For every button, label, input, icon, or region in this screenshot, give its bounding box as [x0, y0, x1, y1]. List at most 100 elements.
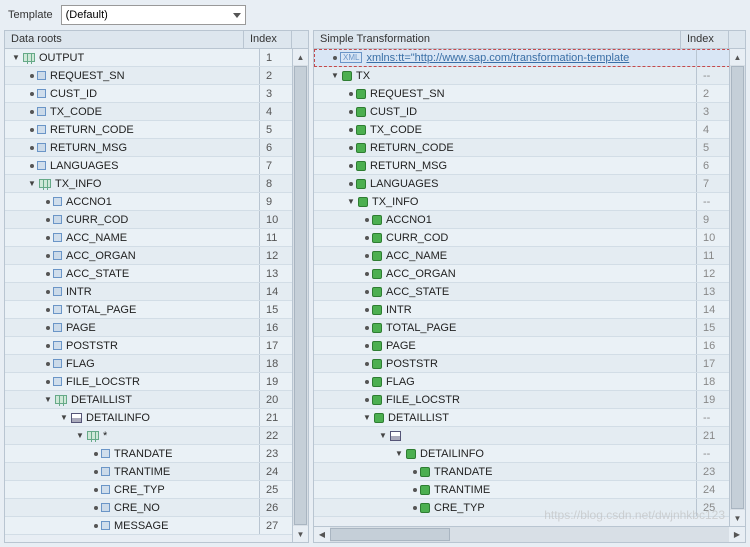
bullet-icon: [46, 380, 50, 384]
tree-row[interactable]: MESSAGE27: [5, 517, 308, 535]
left-header-name[interactable]: Data roots: [5, 31, 244, 48]
node-label: ACC_ORGAN: [386, 268, 456, 280]
toggle-icon[interactable]: ▼: [75, 431, 85, 441]
scroll-down-icon[interactable]: ▼: [293, 526, 308, 542]
tree-row[interactable]: RETURN_MSG6: [314, 157, 745, 175]
tree-row[interactable]: RETURN_MSG6: [5, 139, 308, 157]
left-header-index[interactable]: Index: [244, 31, 292, 48]
template-value: (Default): [66, 9, 108, 21]
toggle-icon[interactable]: ▼: [362, 413, 372, 423]
right-hscroll[interactable]: ◀ ▶: [314, 526, 745, 542]
tree-row[interactable]: FLAG18: [314, 373, 745, 391]
tree-row[interactable]: ▼DETAILINFO--: [314, 445, 745, 463]
tree-row[interactable]: TX_CODE4: [314, 121, 745, 139]
tree-row[interactable]: ▼TX_INFO8: [5, 175, 308, 193]
tree-row[interactable]: REQUEST_SN2: [314, 85, 745, 103]
tree-row[interactable]: CUST_ID3: [314, 103, 745, 121]
tree-row[interactable]: ▼DETAILLIST20: [5, 391, 308, 409]
scroll-thumb[interactable]: [731, 66, 744, 509]
table-icon: [71, 413, 82, 423]
tree-row[interactable]: ACCNO19: [314, 211, 745, 229]
right-header-name[interactable]: Simple Transformation: [314, 31, 681, 48]
right-vscroll[interactable]: ▲ ▼: [729, 49, 745, 526]
tree-row[interactable]: RETURN_CODE5: [314, 139, 745, 157]
template-select[interactable]: (Default): [61, 5, 246, 25]
tree-row[interactable]: ▼TX_INFO--: [314, 193, 745, 211]
node-label: FILE_LOCSTR: [386, 394, 460, 406]
bullet-icon: [365, 308, 369, 312]
bullet-icon: [413, 488, 417, 492]
tree-row[interactable]: TRANTIME24: [5, 463, 308, 481]
toggle-icon[interactable]: ▼: [11, 53, 21, 63]
tree-row[interactable]: TRANTIME24: [314, 481, 745, 499]
left-vscroll[interactable]: ▲ ▼: [292, 49, 308, 542]
tree-row[interactable]: FILE_LOCSTR19: [314, 391, 745, 409]
right-panel: Simple Transformation Index XMLxmlns:tt=…: [313, 30, 746, 543]
tree-row[interactable]: CURR_COD10: [5, 211, 308, 229]
scroll-left-icon[interactable]: ◀: [314, 527, 330, 542]
tree-row[interactable]: POSTSTR17: [5, 337, 308, 355]
tree-row[interactable]: ACC_NAME11: [5, 229, 308, 247]
tree-row[interactable]: CUST_ID3: [5, 85, 308, 103]
bullet-icon: [30, 74, 34, 78]
tree-row[interactable]: CRE_TYP25: [314, 499, 745, 517]
tree-row[interactable]: RETURN_CODE5: [5, 121, 308, 139]
tree-row[interactable]: ▼OUTPUT1: [5, 49, 308, 67]
tree-row[interactable]: LANGUAGES7: [5, 157, 308, 175]
toggle-icon[interactable]: ▼: [59, 413, 69, 423]
tree-row[interactable]: ▼DETAILLIST--: [314, 409, 745, 427]
tree-row[interactable]: XMLxmlns:tt="http://www.sap.com/transfor…: [314, 49, 745, 67]
tree-row[interactable]: ACC_NAME11: [314, 247, 745, 265]
tree-row[interactable]: TRANDATE23: [314, 463, 745, 481]
tree-row[interactable]: ACC_STATE13: [314, 283, 745, 301]
toggle-icon[interactable]: ▼: [378, 431, 388, 441]
scroll-thumb[interactable]: [294, 66, 307, 525]
tree-row[interactable]: REQUEST_SN2: [5, 67, 308, 85]
scroll-up-icon[interactable]: ▲: [293, 49, 308, 65]
tree-row[interactable]: TOTAL_PAGE15: [314, 319, 745, 337]
tree-row[interactable]: INTR14: [314, 301, 745, 319]
tree-row[interactable]: POSTSTR17: [314, 355, 745, 373]
left-tree[interactable]: ▼OUTPUT1REQUEST_SN2CUST_ID3TX_CODE4RETUR…: [5, 49, 308, 542]
tree-row[interactable]: CRE_NO26: [5, 499, 308, 517]
tree-row[interactable]: INTR14: [5, 283, 308, 301]
tree-row[interactable]: ▼TX--: [314, 67, 745, 85]
tree-row[interactable]: TOTAL_PAGE15: [5, 301, 308, 319]
tree-row[interactable]: TRANDATE23: [5, 445, 308, 463]
tree-row[interactable]: LANGUAGES7: [314, 175, 745, 193]
tree-row[interactable]: FLAG18: [5, 355, 308, 373]
tree-row[interactable]: ACCNO19: [5, 193, 308, 211]
toolbar: Template (Default): [0, 0, 750, 30]
tree-row[interactable]: FILE_LOCSTR19: [5, 373, 308, 391]
template-label: Template: [8, 9, 53, 21]
toggle-icon[interactable]: ▼: [27, 179, 37, 189]
scroll-down-icon[interactable]: ▼: [730, 510, 745, 526]
tree-row[interactable]: PAGE16: [314, 337, 745, 355]
tree-row[interactable]: ▼21: [314, 427, 745, 445]
toggle-icon[interactable]: ▼: [346, 197, 356, 207]
bullet-icon: [94, 488, 98, 492]
node-label: TRANTIME: [114, 466, 170, 478]
tree-row[interactable]: ACC_ORGAN12: [314, 265, 745, 283]
tree-row[interactable]: ▼DETAILINFO21: [5, 409, 308, 427]
tree-row[interactable]: ▼*22: [5, 427, 308, 445]
tree-row[interactable]: TX_CODE4: [5, 103, 308, 121]
bullet-icon: [46, 290, 50, 294]
tree-row[interactable]: PAGE16: [5, 319, 308, 337]
tree-row[interactable]: ACC_ORGAN12: [5, 247, 308, 265]
right-tree[interactable]: XMLxmlns:tt="http://www.sap.com/transfor…: [314, 49, 745, 526]
toggle-icon[interactable]: ▼: [394, 449, 404, 459]
bullet-icon: [46, 326, 50, 330]
bullet-icon: [46, 272, 50, 276]
bullet-icon: [30, 110, 34, 114]
toggle-icon[interactable]: ▼: [330, 71, 340, 81]
scroll-up-icon[interactable]: ▲: [730, 49, 745, 65]
scroll-right-icon[interactable]: ▶: [729, 527, 745, 542]
tree-row[interactable]: CURR_COD10: [314, 229, 745, 247]
node-label: ACC_STATE: [66, 268, 129, 280]
tree-row[interactable]: ACC_STATE13: [5, 265, 308, 283]
hscroll-thumb[interactable]: [330, 528, 450, 541]
tree-row[interactable]: CRE_TYP25: [5, 481, 308, 499]
toggle-icon[interactable]: ▼: [43, 395, 53, 405]
right-header-index[interactable]: Index: [681, 31, 729, 48]
